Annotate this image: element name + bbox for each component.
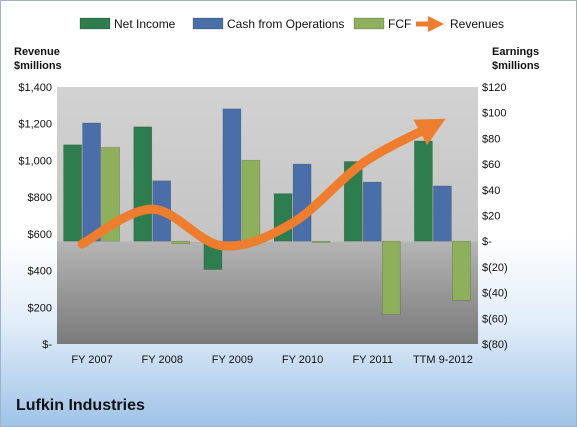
legend-label-net-income: Net Income bbox=[114, 17, 176, 31]
right-tick-label: $80 bbox=[482, 133, 500, 145]
bar-cash-from-operations-0 bbox=[82, 122, 101, 242]
legend-label-cash-from-operations: Cash from Operations bbox=[227, 17, 344, 31]
bar-net-income-5 bbox=[414, 140, 433, 242]
bar-net-income-4 bbox=[343, 161, 363, 242]
x-tick-label: FY 2008 bbox=[142, 354, 183, 366]
x-tick-label: FY 2011 bbox=[352, 354, 393, 366]
x-tick-label: FY 2009 bbox=[212, 354, 253, 366]
left-tick-label: $400 bbox=[28, 266, 52, 278]
bar-fcf-5 bbox=[452, 240, 471, 301]
right-tick-label: $40 bbox=[482, 185, 500, 197]
left-tick-label: $800 bbox=[28, 192, 52, 204]
x-tick-label: FY 2010 bbox=[282, 354, 323, 366]
left-tick-label: $600 bbox=[28, 229, 52, 241]
x-tick-label: FY 2007 bbox=[71, 354, 112, 366]
bar-fcf-3 bbox=[311, 240, 331, 243]
revenues-line bbox=[77, 118, 446, 251]
left-tick-label: $- bbox=[42, 339, 52, 351]
left-tick-label: $1,200 bbox=[18, 119, 52, 131]
plot-area-lower bbox=[57, 241, 478, 344]
bar-fcf-1 bbox=[171, 240, 191, 245]
bar-cash-from-operations-4 bbox=[362, 181, 382, 242]
right-tick-label: $(80) bbox=[482, 339, 508, 351]
left-axis-title: $millions bbox=[14, 60, 62, 72]
legend-swatch-cash-from-operations bbox=[192, 17, 224, 30]
bar-fcf-4 bbox=[381, 240, 401, 315]
legend-label-fcf: FCF bbox=[388, 17, 411, 31]
bar-fcf-2 bbox=[241, 159, 261, 242]
legend-swatch-net-income bbox=[79, 17, 111, 30]
left-tick-label: $200 bbox=[28, 302, 52, 314]
right-tick-label: $20 bbox=[482, 211, 500, 223]
bar-cash-from-operations-2 bbox=[222, 108, 242, 242]
bar-net-income-1 bbox=[133, 126, 153, 242]
right-tick-label: $100 bbox=[482, 108, 506, 120]
right-tick-label: $(20) bbox=[482, 262, 508, 274]
left-tick-label: $1,000 bbox=[18, 155, 52, 167]
right-axis-title: $millions bbox=[492, 60, 540, 72]
right-tick-label: $120 bbox=[482, 82, 506, 94]
legend-swatch-fcf bbox=[353, 17, 385, 30]
left-axis-title: Revenue bbox=[14, 46, 60, 58]
right-tick-label: $(60) bbox=[482, 313, 508, 325]
bar-cash-from-operations-3 bbox=[292, 163, 312, 242]
company-name: Lufkin Industries bbox=[16, 397, 145, 414]
right-tick-label: $60 bbox=[482, 159, 500, 171]
left-tick-label: $1,400 bbox=[18, 82, 52, 94]
right-axis-title: Earnings bbox=[492, 46, 539, 58]
bar-net-income-0 bbox=[63, 144, 82, 242]
x-tick-label: TTM 9-2012 bbox=[413, 354, 473, 366]
right-tick-label: $- bbox=[482, 236, 492, 248]
bar-cash-from-operations-5 bbox=[433, 185, 452, 242]
legend-label-revenues: Revenues bbox=[450, 17, 504, 31]
right-tick-label: $(40) bbox=[482, 288, 508, 300]
